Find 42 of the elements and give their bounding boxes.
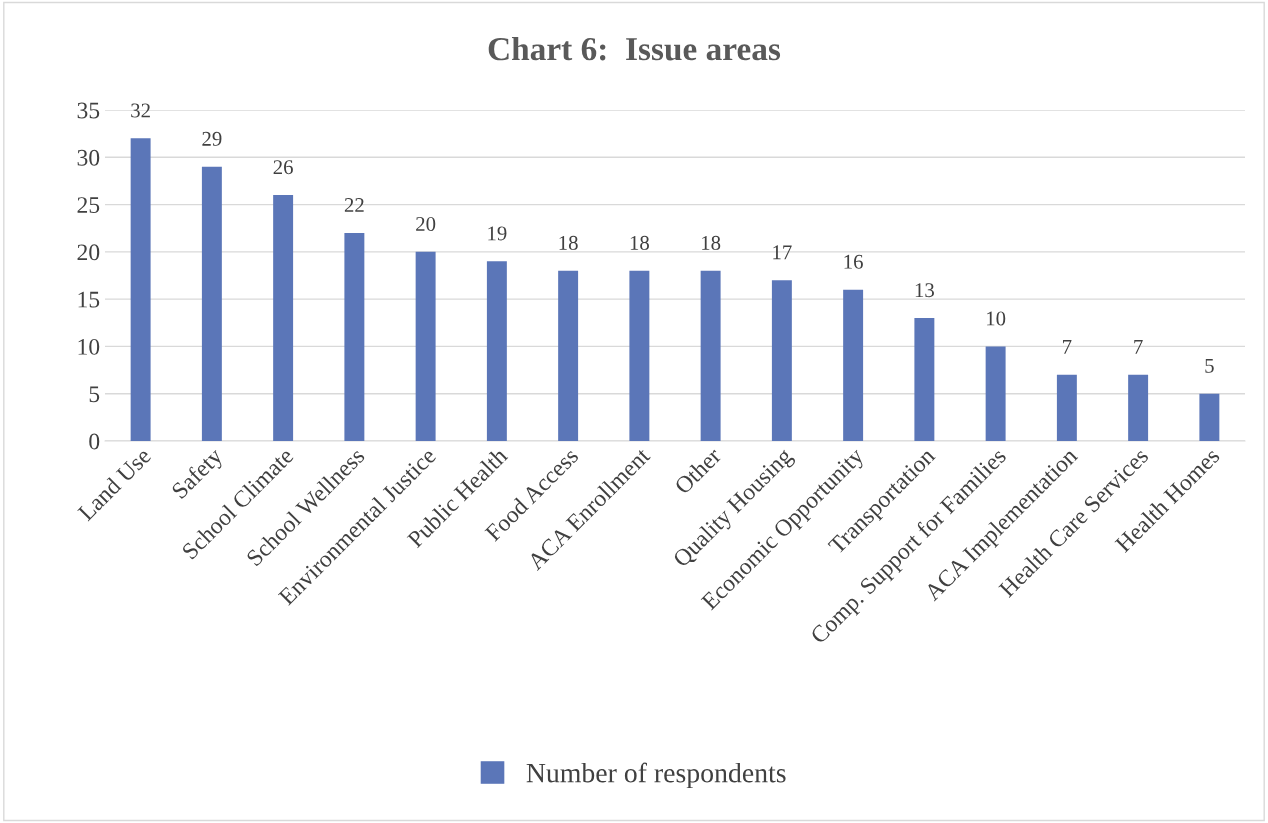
bar bbox=[558, 270, 579, 441]
legend-label: Number of respondents bbox=[526, 762, 786, 789]
data-label: 18 bbox=[702, 235, 721, 250]
data-label: 19 bbox=[488, 226, 507, 241]
y-tick-label: 0 bbox=[89, 433, 100, 450]
data-label: 16 bbox=[844, 254, 863, 269]
bar bbox=[201, 166, 222, 441]
y-tick-label: 5 bbox=[89, 386, 100, 403]
bar bbox=[914, 318, 935, 441]
chart-title: Chart 6: Issue areas bbox=[488, 36, 781, 61]
y-tick-label: 20 bbox=[77, 244, 100, 261]
y-tick-label: 15 bbox=[78, 291, 100, 308]
bar bbox=[1128, 374, 1149, 441]
bar bbox=[700, 270, 721, 441]
data-label: 17 bbox=[773, 245, 792, 260]
bar bbox=[486, 261, 507, 441]
data-label: 18 bbox=[630, 235, 649, 250]
y-tick-label: 10 bbox=[78, 338, 100, 355]
data-label: 7 bbox=[1063, 340, 1072, 354]
bar bbox=[985, 346, 1006, 441]
data-label: 26 bbox=[273, 160, 293, 175]
y-tick-label: 25 bbox=[77, 197, 100, 213]
y-tick-label: 35 bbox=[77, 102, 100, 119]
bar bbox=[130, 138, 151, 441]
bar bbox=[843, 289, 864, 441]
bar bbox=[1199, 393, 1220, 441]
bar bbox=[1056, 374, 1077, 441]
data-label: 32 bbox=[131, 103, 150, 118]
bar bbox=[415, 251, 436, 441]
bar bbox=[273, 195, 294, 441]
data-label: 29 bbox=[202, 131, 222, 146]
data-label: 13 bbox=[915, 283, 934, 298]
y-tick-label: 30 bbox=[77, 149, 100, 166]
data-label: 10 bbox=[987, 311, 1006, 326]
data-label: 5 bbox=[1205, 358, 1214, 373]
data-label: 20 bbox=[416, 216, 436, 231]
data-label: 18 bbox=[559, 235, 578, 250]
data-label: 22 bbox=[344, 198, 364, 212]
data-label: 7 bbox=[1134, 340, 1143, 354]
bar bbox=[344, 232, 365, 441]
bar bbox=[629, 270, 650, 441]
bar bbox=[771, 280, 792, 441]
